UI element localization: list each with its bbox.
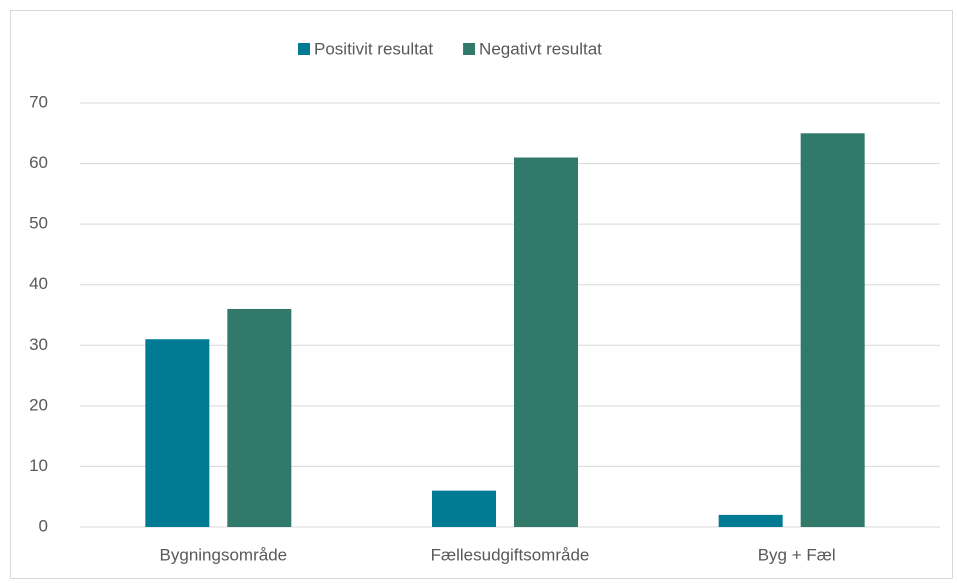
bar — [514, 157, 578, 527]
bar — [718, 514, 783, 527]
x-tick-label: Bygningsområde — [160, 545, 288, 564]
legend-swatch — [463, 43, 476, 55]
bar — [432, 490, 496, 527]
y-tick-label: 50 — [29, 214, 48, 233]
x-tick-label: Fællesudgiftsområde — [431, 545, 590, 564]
bar — [800, 133, 865, 528]
y-tick-label: 40 — [29, 274, 48, 293]
y-tick-label: 60 — [29, 153, 48, 172]
y-tick-label: 20 — [29, 395, 48, 414]
legend-swatch — [298, 43, 310, 55]
y-tick-label: 70 — [29, 92, 48, 111]
y-tick-label: 30 — [29, 335, 48, 354]
y-tick-label: 10 — [29, 456, 48, 475]
bar — [227, 308, 292, 527]
legend-label: Positivit resultat — [314, 39, 433, 58]
x-tick-label: Byg + Fæl — [758, 545, 836, 564]
legend-label: Negativt resultat — [479, 39, 602, 58]
bar — [145, 339, 210, 527]
y-tick-label: 0 — [39, 516, 48, 535]
